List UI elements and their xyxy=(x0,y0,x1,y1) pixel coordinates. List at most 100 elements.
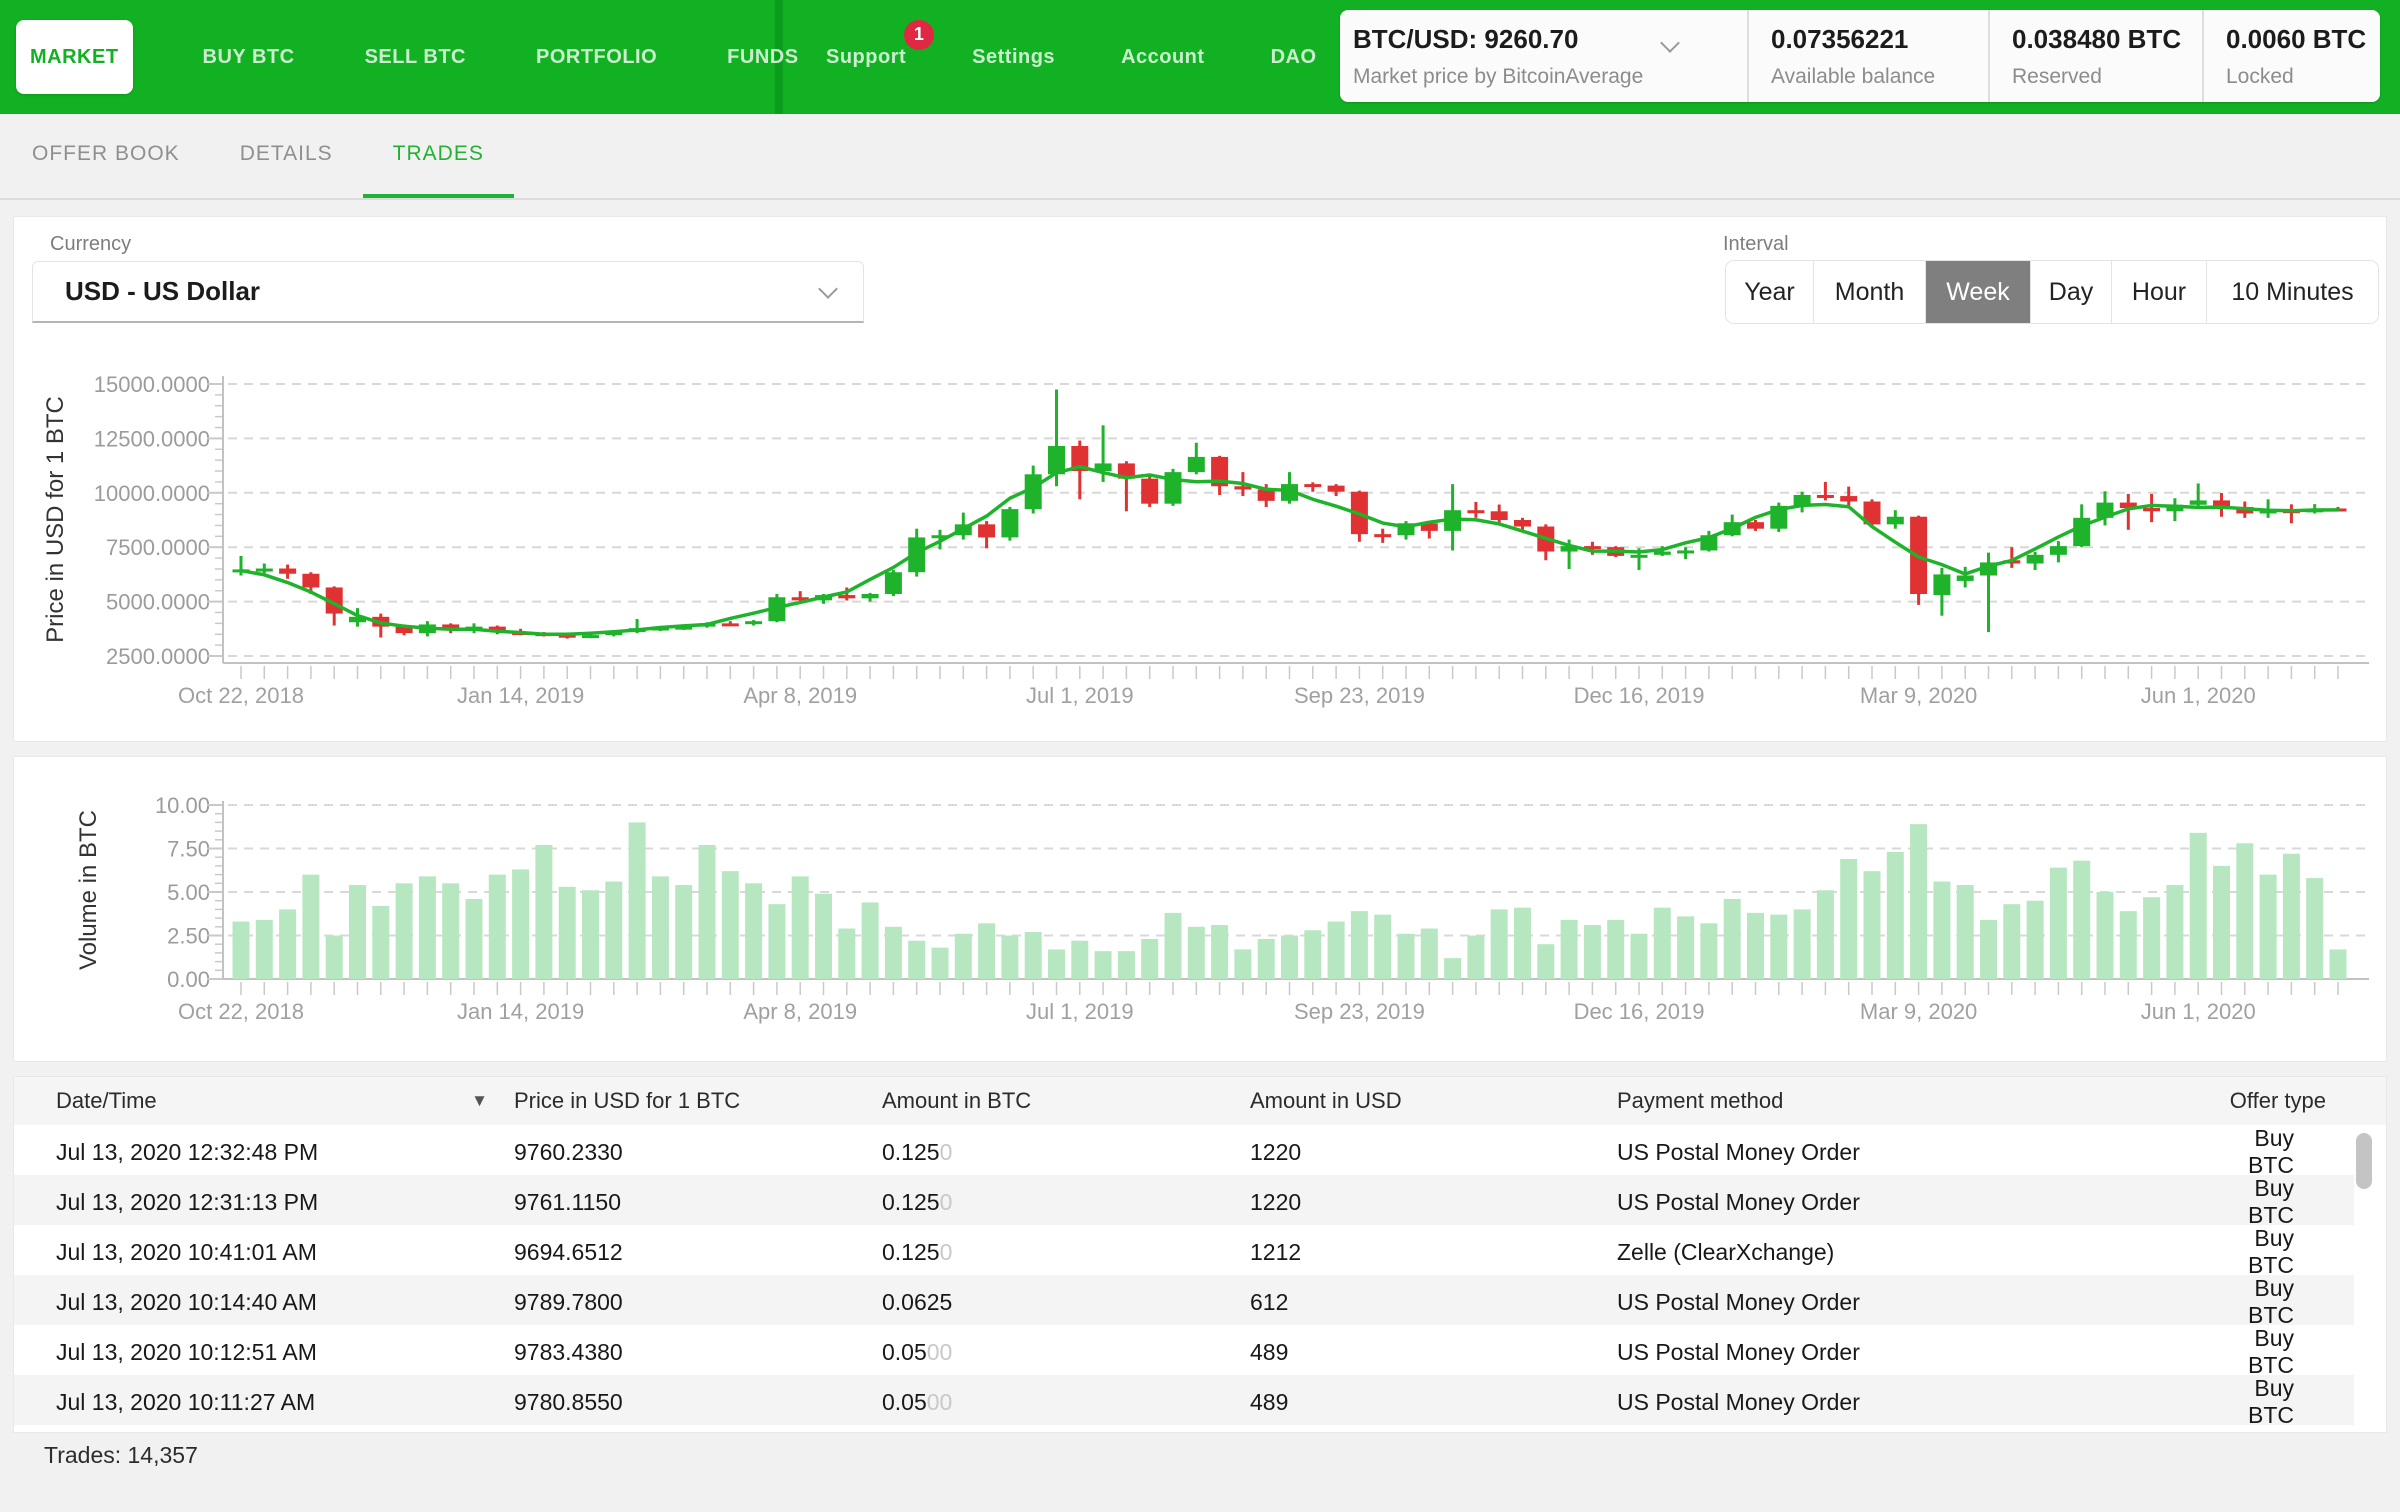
cell-payment-method: US Postal Money Order xyxy=(1617,1388,1860,1415)
cell-amount-usd: 612 xyxy=(1250,1288,1289,1315)
nav-divider xyxy=(775,0,783,114)
cell-price: 9760.2330 xyxy=(514,1138,623,1165)
nav-item-account[interactable]: Account xyxy=(1121,45,1205,68)
nav-item-portfolio[interactable]: PORTFOLIO xyxy=(536,45,658,68)
cell-datetime: Jul 13, 2020 10:41:01 AM xyxy=(56,1238,317,1265)
chevron-down-icon xyxy=(818,278,838,299)
svg-text:12500.0000: 12500.0000 xyxy=(94,426,210,451)
svg-text:10.00: 10.00 xyxy=(155,793,210,818)
market-tabbar: OFFER BOOK DETAILS TRADES xyxy=(0,114,2400,200)
interval-button-year[interactable]: Year xyxy=(1726,261,1814,323)
column-header-price[interactable]: Price in USD for 1 BTC xyxy=(514,1088,741,1113)
cell-price: 9789.7800 xyxy=(514,1288,623,1315)
cell-payment-method: US Postal Money Order xyxy=(1617,1138,1860,1165)
nav-item-settings[interactable]: Settings xyxy=(972,45,1056,68)
cell-datetime: Jul 13, 2020 10:14:40 AM xyxy=(56,1288,317,1315)
column-header-datetime[interactable]: Date/Time ▼ xyxy=(56,1088,488,1113)
cell-payment-method: US Postal Money Order xyxy=(1617,1288,1860,1315)
cell-amount-usd: 1212 xyxy=(1250,1238,1302,1265)
cell-offer-type: Buy BTC xyxy=(2248,1325,2294,1378)
table-row: Jul 13, 2020 10:41:01 AM 9694.6512 0.1250 1… xyxy=(14,1225,2354,1278)
column-header-amount-btc[interactable]: Amount in BTC xyxy=(882,1088,1032,1113)
tab-details[interactable]: DETAILS xyxy=(239,142,333,165)
interval-label: Interval xyxy=(1723,233,1789,255)
cell-payment-method: US Postal Money Order xyxy=(1617,1338,1860,1365)
support-notification-badge: 1 xyxy=(904,19,935,50)
reserved-balance-value: 0.038480 BTC xyxy=(2012,24,2182,54)
nav-item-support[interactable]: Support 1 xyxy=(826,19,935,69)
interval-button-hour[interactable]: Hour xyxy=(2112,261,2207,323)
svg-text:Sep 23, 2019: Sep 23, 2019 xyxy=(1294,683,1425,708)
currency-select[interactable]: USD - US Dollar xyxy=(32,261,864,323)
market-price-selector[interactable]: BTC/USD: 9260.70 Market price by Bitcoin… xyxy=(1340,10,1747,102)
svg-text:15000.0000: 15000.0000 xyxy=(94,372,210,397)
cell-offer-type: Buy BTC xyxy=(2248,1175,2294,1228)
interval-button-week[interactable]: Week xyxy=(1926,261,2031,323)
tab-offer-book[interactable]: OFFER BOOK xyxy=(32,142,180,165)
table-row: Jul 13, 2020 10:11:27 AM 9780.8550 0.0500 4… xyxy=(14,1375,2354,1428)
trades-table-body: Jul 13, 2020 12:32:48 PM 9760.2330 0.1250 1… xyxy=(14,1125,2354,1428)
cell-price: 9761.1150 xyxy=(514,1188,622,1215)
market-price-provider: Market price by BitcoinAverage xyxy=(1353,65,1644,88)
cell-price: 9783.4380 xyxy=(514,1338,623,1365)
cell-amount-usd: 489 xyxy=(1250,1338,1289,1365)
cell-offer-type: Buy BTC xyxy=(2248,1125,2294,1178)
cell-datetime: Jul 13, 2020 10:12:51 AM xyxy=(56,1338,317,1365)
svg-text:2500.0000: 2500.0000 xyxy=(106,644,210,669)
nav-item-buy-btc[interactable]: BUY BTC xyxy=(202,45,295,68)
svg-text:Apr 8, 2019: Apr 8, 2019 xyxy=(743,683,857,708)
trades-count: Trades: 14,357 xyxy=(44,1442,198,1468)
table-scrollbar-thumb[interactable] xyxy=(2356,1133,2372,1189)
cell-amount-btc: 0.0500 xyxy=(882,1338,953,1365)
cell-amount-usd: 1220 xyxy=(1250,1188,1302,1215)
volume-chart-svg: 0.00 2.50 5.00 7.50 10.00 Oct 22, 2018 Jan 14,… xyxy=(75,793,2369,1024)
interval-button-month[interactable]: Month xyxy=(1814,261,1926,323)
svg-text:7500.0000: 7500.0000 xyxy=(106,535,210,560)
column-header-offer-type[interactable]: Offer type xyxy=(2229,1088,2326,1113)
nav-item-market[interactable]: MARKET xyxy=(16,20,133,94)
svg-text:Apr 8, 2019: Apr 8, 2019 xyxy=(743,999,857,1024)
svg-text:5000.0000: 5000.0000 xyxy=(106,590,210,615)
svg-text:Dec 16, 2019: Dec 16, 2019 xyxy=(1574,999,1705,1024)
cell-offer-type: Buy BTC xyxy=(2248,1275,2294,1328)
column-header-amount-usd[interactable]: Amount in USD xyxy=(1250,1088,1402,1113)
currency-label: Currency xyxy=(50,233,132,255)
svg-text:Mar 9, 2020: Mar 9, 2020 xyxy=(1860,999,1977,1024)
available-balance-value: 0.07356221 xyxy=(1771,24,1909,54)
column-header-payment-method[interactable]: Payment method xyxy=(1617,1088,1784,1113)
nav-secondary-items: Support 1 Settings Account DAO xyxy=(790,0,1330,114)
cell-price: 9694.6512 xyxy=(514,1238,623,1265)
cell-offer-type: Buy BTC xyxy=(2248,1375,2294,1428)
svg-text:Jun 1, 2020: Jun 1, 2020 xyxy=(2141,999,2256,1024)
svg-text:7.50: 7.50 xyxy=(167,837,210,862)
interval-button-day[interactable]: Day xyxy=(2031,261,2112,323)
interval-button-10-minutes[interactable]: 10 Minutes xyxy=(2207,261,2378,323)
svg-text:Sep 23, 2019: Sep 23, 2019 xyxy=(1294,999,1425,1024)
cell-amount-btc: 0.1250 xyxy=(882,1188,953,1215)
interval-toggle-group: Year Month Week Day Hour 10 Minutes xyxy=(1726,261,2378,323)
svg-text:Dec 16, 2019: Dec 16, 2019 xyxy=(1574,683,1705,708)
available-balance-label: Available balance xyxy=(1771,65,1936,88)
svg-text:2.50: 2.50 xyxy=(167,924,210,949)
locked-balance-value: 0.0060 BTC xyxy=(2226,24,2367,54)
svg-text:Jan 14, 2019: Jan 14, 2019 xyxy=(457,999,584,1024)
nav-item-dao[interactable]: DAO xyxy=(1270,45,1317,68)
table-row: Jul 13, 2020 10:12:51 AM 9783.4380 0.0500 4… xyxy=(14,1325,2354,1378)
locked-balance: 0.0060 BTC Locked xyxy=(2202,10,2380,102)
locked-balance-label: Locked xyxy=(2226,65,2294,88)
available-balance: 0.07356221 Available balance xyxy=(1747,10,1988,102)
svg-text:10000.0000: 10000.0000 xyxy=(94,481,210,506)
table-row: Jul 13, 2020 12:32:48 PM 9760.2330 0.1250 1… xyxy=(14,1125,2354,1178)
tab-trades[interactable]: TRADES xyxy=(362,114,514,198)
reserved-balance-label: Reserved xyxy=(2012,65,2102,88)
nav-item-funds[interactable]: FUNDS xyxy=(727,45,799,68)
cell-datetime: Jul 13, 2020 10:11:27 AM xyxy=(56,1388,316,1415)
cell-offer-type: Buy BTC xyxy=(2248,1225,2294,1278)
svg-text:Mar 9, 2020: Mar 9, 2020 xyxy=(1860,683,1977,708)
sort-descending-icon: ▼ xyxy=(471,1091,488,1110)
trades-table: Date/Time ▼ Price in USD for 1 BTC Amoun… xyxy=(13,1076,2387,1433)
svg-text:Oct 22, 2018: Oct 22, 2018 xyxy=(178,683,304,708)
table-row: Jul 13, 2020 12:31:13 PM 9761.1150 0.1250 1… xyxy=(14,1175,2354,1228)
trades-table-header: Date/Time ▼ Price in USD for 1 BTC Amoun… xyxy=(14,1077,2386,1125)
nav-item-sell-btc[interactable]: SELL BTC xyxy=(364,45,466,68)
